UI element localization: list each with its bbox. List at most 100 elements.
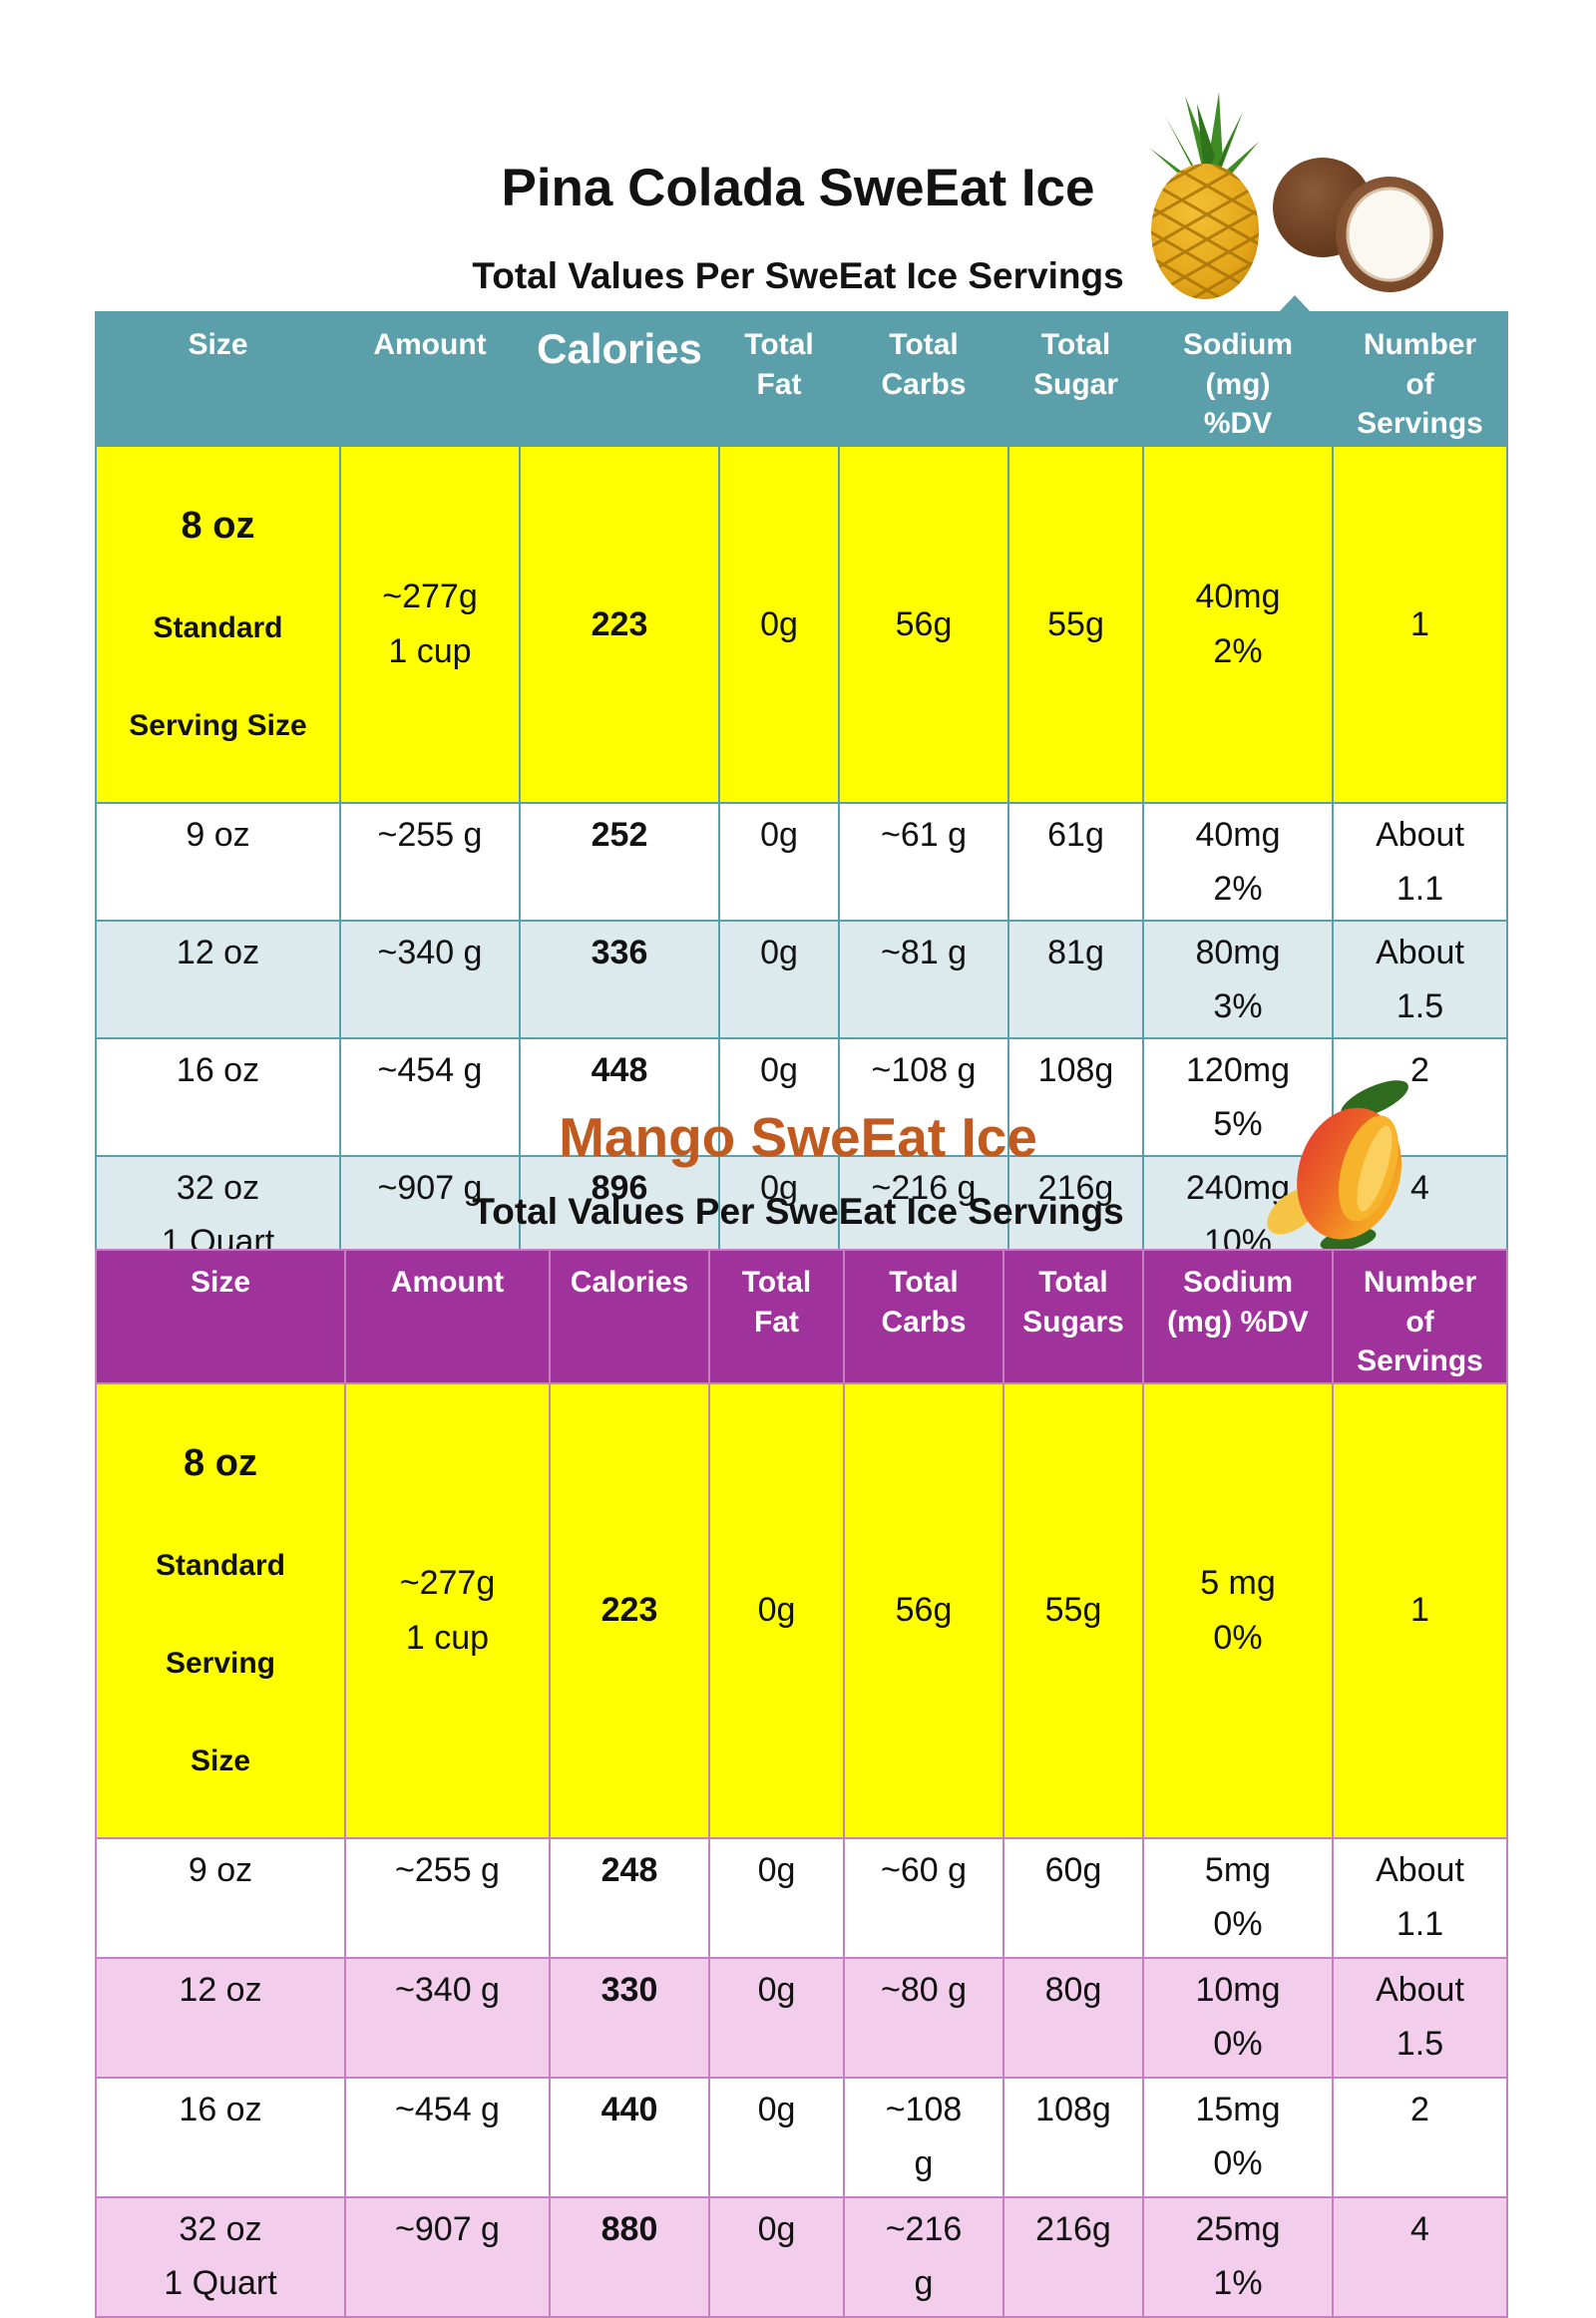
col-header-amount: Amount bbox=[344, 1249, 551, 1384]
nutrition-poster: { "page": { "background": "#FFFFFF" }, "… bbox=[95, 92, 1508, 2318]
row-9oz: 9 oz ~255 g 248 0g ~60 g 60g 5mg 0% Abou… bbox=[95, 1836, 1508, 1959]
fat-cell: 0g bbox=[718, 801, 840, 922]
row-8oz: 8 oz Standard Serving Size ~277g 1 cup 2… bbox=[95, 444, 1508, 804]
sugar-cell: 80g bbox=[1002, 1956, 1144, 2079]
calories-cell: 252 bbox=[519, 801, 720, 922]
amount-cell: ~255 g bbox=[339, 801, 521, 922]
standard-serving-label: Serving bbox=[165, 1646, 276, 1680]
servings-cell: 2 bbox=[1332, 2076, 1508, 2198]
size-cell: 16 oz bbox=[95, 1036, 341, 1157]
fat-cell: 0g bbox=[718, 444, 840, 804]
carbs-cell: ~60 g bbox=[843, 1836, 1004, 1959]
mango-table: Size Amount Calories Total Fat Total Car… bbox=[95, 1249, 1508, 2318]
row-12oz: 12 oz ~340 g 330 0g ~80 g 80g 10mg 0% Ab… bbox=[95, 1956, 1508, 2079]
row-12oz: 12 oz ~340 g 336 0g ~81 g 81g 80mg 3% Ab… bbox=[95, 919, 1508, 1039]
sugar-cell: 61g bbox=[1007, 801, 1144, 922]
header-row: Size Amount Calories Total Fat Total Car… bbox=[95, 1249, 1508, 1384]
col-header-sodium: Sodium (mg) %DV bbox=[1142, 311, 1334, 447]
amount-cell: ~340 g bbox=[339, 919, 521, 1039]
sodium-cell: 120mg 5% bbox=[1142, 1036, 1334, 1157]
sodium-cell: 5 mg 0% bbox=[1142, 1381, 1334, 1839]
standard-serving-label: Standard bbox=[155, 1548, 286, 1582]
col-header-size: Size bbox=[95, 1249, 346, 1384]
amount-cell: ~277g 1 cup bbox=[344, 1381, 551, 1839]
mango-subtitle: Total Values Per SweEat Ice Servings bbox=[472, 1191, 1124, 1232]
mango-illustration bbox=[1267, 1080, 1408, 1252]
sugar-cell: 108g bbox=[1007, 1036, 1144, 1157]
sugar-cell: 55g bbox=[1007, 444, 1144, 804]
carbs-cell: ~81 g bbox=[838, 919, 1009, 1039]
header-row: Size Amount Calories Total Fat Total Car… bbox=[95, 311, 1508, 447]
amount-cell: ~277g 1 cup bbox=[339, 444, 521, 804]
calories-cell: 223 bbox=[519, 444, 720, 804]
size-cell: 12 oz bbox=[95, 1956, 346, 2079]
sugar-cell: 60g bbox=[1002, 1836, 1144, 1959]
calories-cell: 448 bbox=[519, 1036, 720, 1157]
fat-cell: 0g bbox=[718, 1036, 840, 1157]
col-header-size: Size bbox=[95, 311, 341, 447]
carbs-cell: ~80 g bbox=[843, 1956, 1004, 2079]
pina-colada-subtitle: Total Values Per SweEat Ice Servings bbox=[472, 255, 1124, 296]
col-header-amount: Amount bbox=[339, 311, 521, 447]
fat-cell: 0g bbox=[708, 1956, 845, 2079]
col-header-total-sugars: Total Sugars bbox=[1002, 1249, 1144, 1384]
size-oz-label: 8 oz bbox=[181, 505, 255, 548]
row-16oz: 16 oz ~454 g 440 0g ~108 g 108g 15mg 0% … bbox=[95, 2076, 1508, 2198]
servings-cell: About 1.1 bbox=[1332, 801, 1508, 922]
standard-serving-label: Size bbox=[190, 1743, 251, 1777]
sodium-cell: 15mg 0% bbox=[1142, 2076, 1334, 2198]
calories-cell: 248 bbox=[549, 1836, 710, 1959]
size-cell: 9 oz bbox=[95, 1836, 346, 1959]
sugar-cell: 108g bbox=[1002, 2076, 1144, 2198]
coconut-icon bbox=[1273, 158, 1443, 292]
pina-colada-title: Pina Colada SweEat Ice bbox=[501, 159, 1095, 217]
servings-cell: About 1.1 bbox=[1332, 1836, 1508, 1959]
carbs-cell: 56g bbox=[838, 444, 1009, 804]
fat-cell: 0g bbox=[708, 2076, 845, 2198]
fat-cell: 0g bbox=[708, 1381, 845, 1839]
servings-cell: 1 bbox=[1332, 444, 1508, 804]
fat-cell: 0g bbox=[718, 919, 840, 1039]
pineapple-icon bbox=[1149, 92, 1259, 299]
amount-cell: ~454 g bbox=[339, 1036, 521, 1157]
pina-colada-table: Size Amount Calories Total Fat Total Car… bbox=[95, 311, 1508, 1275]
col-header-servings: Number of Servings bbox=[1332, 1249, 1508, 1384]
standard-serving-label: Serving Size bbox=[129, 708, 307, 742]
sodium-cell: 10mg 0% bbox=[1142, 1956, 1334, 2079]
servings-cell: About 1.5 bbox=[1332, 919, 1508, 1039]
col-header-total-sugar: Total Sugar bbox=[1007, 311, 1144, 447]
calories-cell: 336 bbox=[519, 919, 720, 1039]
row-16oz: 16 oz ~454 g 448 0g ~108 g 108g 120mg 5%… bbox=[95, 1036, 1508, 1157]
size-cell: 8 oz Standard Serving Size bbox=[95, 1381, 346, 1839]
col-header-sodium: Sodium (mg) %DV bbox=[1142, 1249, 1334, 1384]
amount-cell: ~340 g bbox=[344, 1956, 551, 2079]
carbs-cell: ~61 g bbox=[838, 801, 1009, 922]
amount-cell: ~454 g bbox=[344, 2076, 551, 2198]
sodium-cell: 40mg 2% bbox=[1142, 801, 1334, 922]
col-header-calories: Calories bbox=[549, 1249, 710, 1384]
sodium-cell: 5mg 0% bbox=[1142, 1836, 1334, 1959]
carbs-cell: ~108 g bbox=[838, 1036, 1009, 1157]
row-8oz: 8 oz Standard Serving Size ~277g 1 cup 2… bbox=[95, 1381, 1508, 1839]
fat-cell: 0g bbox=[708, 1836, 845, 1959]
size-cell: 9 oz bbox=[95, 801, 341, 922]
col-header-total-carbs: Total Carbs bbox=[843, 1249, 1004, 1384]
amount-cell: ~255 g bbox=[344, 1836, 551, 1959]
sugar-cell: 81g bbox=[1007, 919, 1144, 1039]
servings-cell: About 1.5 bbox=[1332, 1956, 1508, 2079]
calories-cell: 440 bbox=[549, 2076, 710, 2198]
col-header-total-carbs: Total Carbs bbox=[838, 311, 1009, 447]
standard-serving-label: Standard bbox=[153, 610, 283, 644]
size-cell: 12 oz bbox=[95, 919, 341, 1039]
header-notch-decoration bbox=[1279, 295, 1311, 312]
size-cell: 16 oz bbox=[95, 2076, 346, 2198]
col-header-calories: Calories bbox=[519, 311, 720, 447]
carbs-cell: ~108 g bbox=[843, 2076, 1004, 2198]
calories-cell: 330 bbox=[549, 1956, 710, 2079]
row-9oz: 9 oz ~255 g 252 0g ~61 g 61g 40mg 2% Abo… bbox=[95, 801, 1508, 922]
calories-cell: 223 bbox=[549, 1381, 710, 1839]
mango-icon bbox=[1267, 1080, 1408, 1252]
sugar-cell: 55g bbox=[1002, 1381, 1144, 1839]
servings-cell: 1 bbox=[1332, 1381, 1508, 1839]
sodium-cell: 40mg 2% bbox=[1142, 444, 1334, 804]
